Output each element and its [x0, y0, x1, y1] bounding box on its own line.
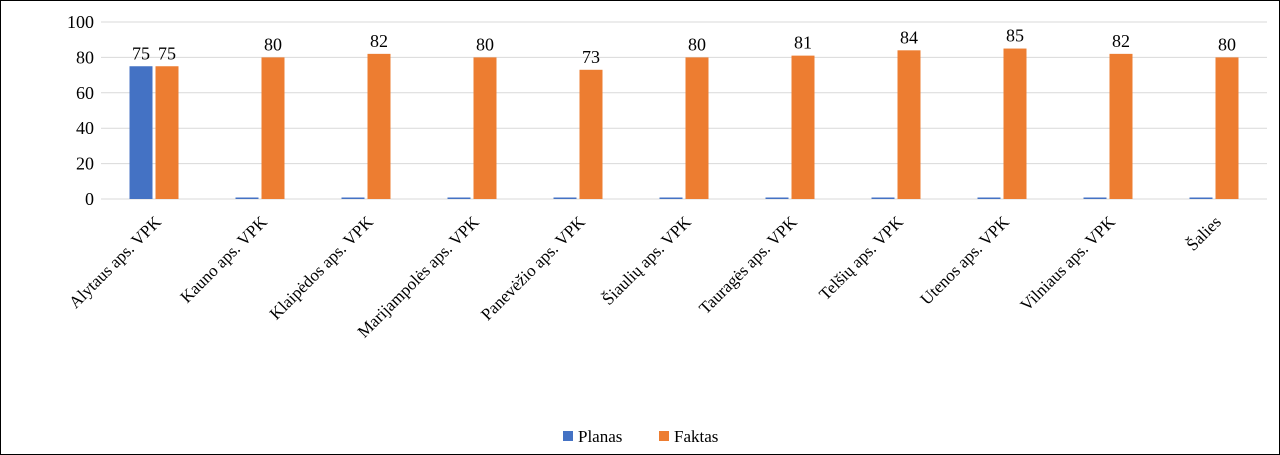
- bar-faktas: [685, 57, 709, 200]
- category-label: Telšių aps. VPK: [815, 212, 907, 304]
- bar-faktas: [897, 50, 921, 199]
- category-label: Utenos aps. VPK: [916, 212, 1013, 309]
- bar-planas: [1189, 197, 1213, 199]
- data-label: 82: [370, 31, 388, 51]
- bar-faktas: [261, 57, 285, 200]
- data-label: 84: [900, 27, 918, 47]
- bar-faktas: [367, 53, 391, 199]
- data-label: 80: [264, 34, 282, 54]
- category-label: Tauragės aps. VPK: [695, 212, 801, 318]
- category-label: Klaipėdos aps. VPK: [266, 212, 378, 324]
- data-label: 80: [476, 34, 494, 54]
- y-tick-label: 20: [76, 154, 94, 174]
- bar-faktas: [473, 57, 497, 200]
- bar-faktas: [155, 66, 179, 199]
- data-label: 82: [1112, 31, 1130, 51]
- legend-label: Faktas: [674, 427, 718, 446]
- category-label: Šalies: [1183, 212, 1225, 254]
- bar-faktas: [1215, 57, 1239, 200]
- data-labels: 75 75 80 82 80 73 80 81 84 85 82 80: [132, 26, 1236, 67]
- grid-lines: [101, 21, 1267, 200]
- bar-planas: [447, 197, 471, 199]
- data-label: 80: [688, 34, 706, 54]
- bar-faktas: [791, 55, 815, 199]
- y-tick-label: 40: [76, 118, 94, 138]
- data-label: 81: [794, 33, 812, 53]
- data-label: 85: [1006, 26, 1024, 46]
- category-label: Vilniaus aps. VPK: [1017, 212, 1120, 315]
- legend-swatch-faktas: [659, 431, 669, 441]
- category-label: Marijampolės aps. VPK: [354, 212, 484, 342]
- bar-planas: [235, 197, 259, 199]
- y-tick-label: 80: [76, 47, 94, 67]
- y-tick-label: 100: [67, 12, 94, 32]
- y-tick-label: 60: [76, 83, 94, 103]
- bar-planas: [871, 197, 895, 199]
- bars: [129, 48, 1239, 200]
- bar-planas: [1083, 197, 1107, 199]
- data-label: 73: [582, 47, 600, 67]
- bar-faktas: [579, 69, 603, 199]
- legend: Planas Faktas: [563, 427, 718, 446]
- category-label: Kauno aps. VPK: [176, 212, 271, 307]
- bar-planas: [659, 197, 683, 199]
- bar-planas: [765, 197, 789, 199]
- data-label: 75: [158, 43, 176, 63]
- bar-planas: [129, 66, 153, 199]
- bar-planas: [341, 197, 365, 199]
- legend-label: Planas: [578, 427, 622, 446]
- data-label: 75: [132, 43, 150, 63]
- bar-faktas: [1109, 53, 1133, 199]
- data-label: 80: [1218, 34, 1236, 54]
- y-axis-ticks: 0 20 40 60 80 100: [67, 12, 94, 209]
- bar-planas: [977, 197, 1001, 199]
- category-label: Panevėžio aps. VPK: [477, 212, 589, 324]
- y-tick-label: 0: [85, 189, 94, 209]
- category-label: Šiaulių aps. VPK: [598, 212, 695, 309]
- category-labels: Alytaus aps. VPK Kauno aps. VPKKlaipėdos …: [65, 212, 1225, 342]
- category-label: Alytaus aps. VPK: [65, 212, 165, 312]
- legend-swatch-planas: [563, 431, 573, 441]
- bar-faktas: [1003, 48, 1027, 199]
- bar-planas: [553, 197, 577, 199]
